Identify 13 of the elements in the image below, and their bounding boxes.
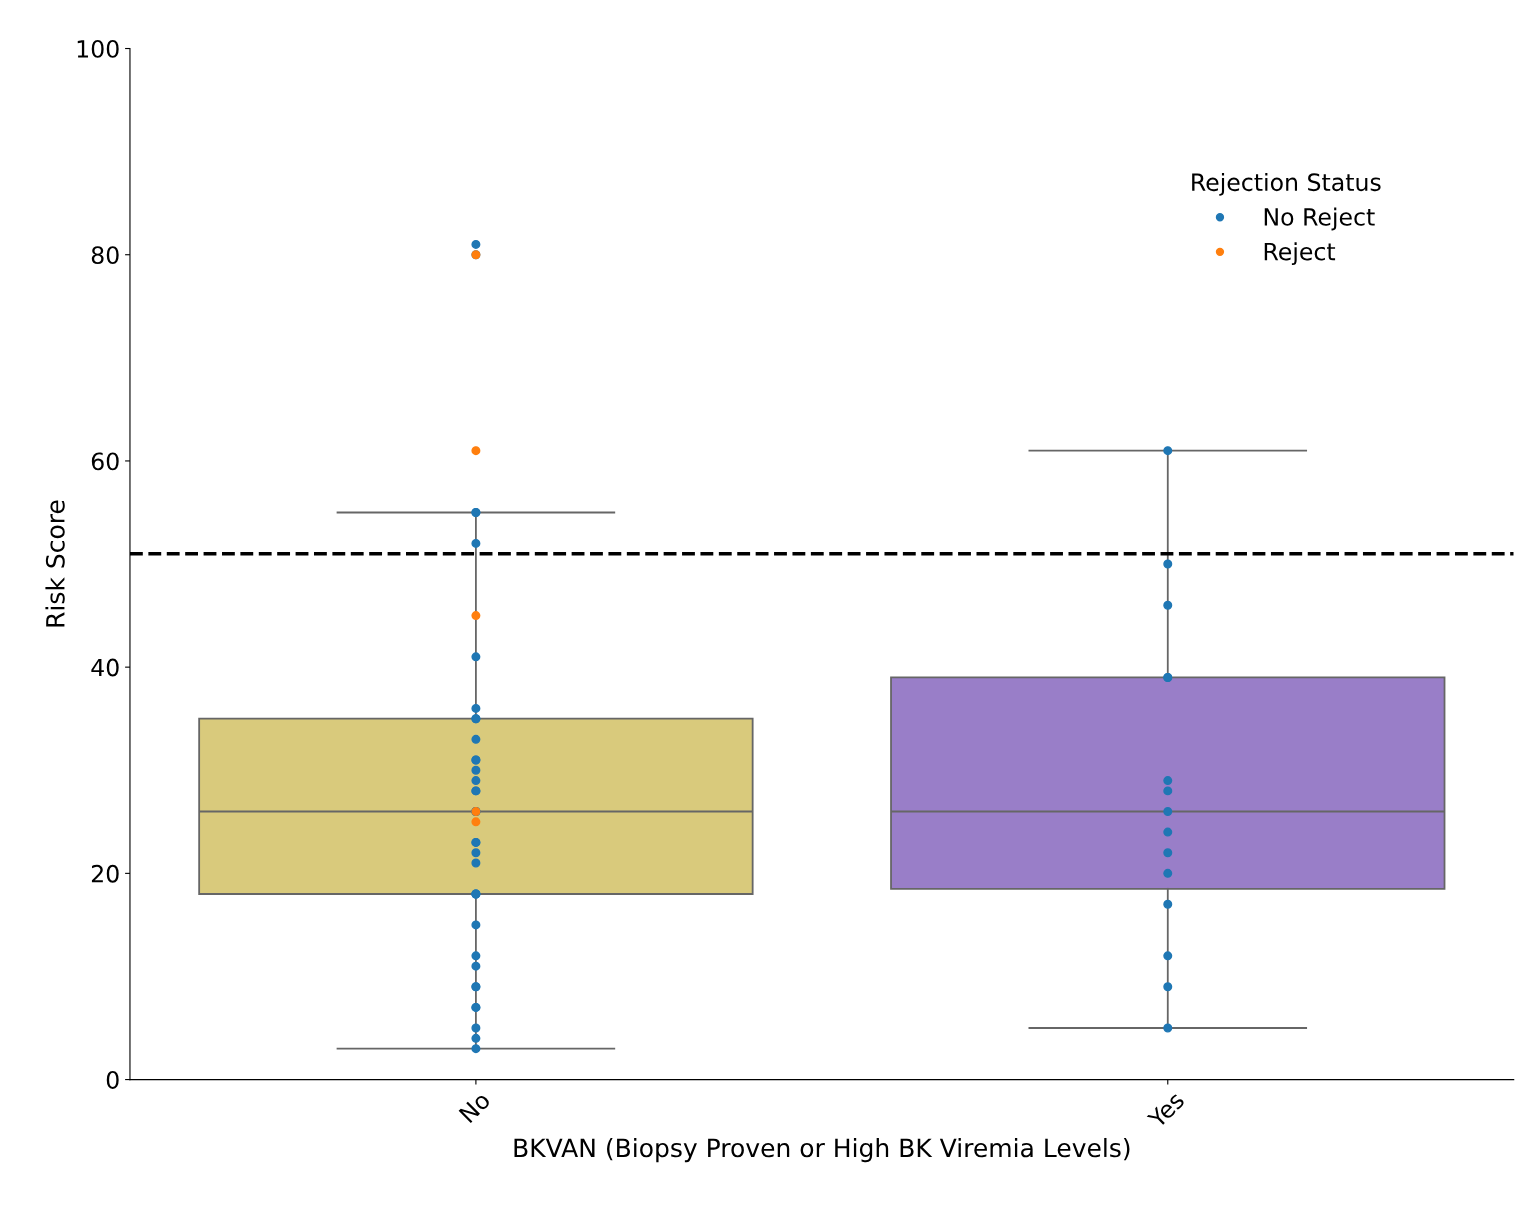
y-tick-label: 40 xyxy=(91,658,119,677)
y-tick-label: 60 xyxy=(91,452,119,471)
legend-title: Rejection Status xyxy=(1192,172,1381,196)
x-tick-label: Yes xyxy=(1146,1090,1186,1130)
y-tick-label: 20 xyxy=(91,864,119,883)
y-tick-label: 100 xyxy=(77,39,119,58)
x-tick-label: No xyxy=(458,1090,492,1124)
y-axis-title: Risk Score xyxy=(45,500,65,627)
legend-label: No Reject xyxy=(1264,207,1375,231)
y-tick-label: 0 xyxy=(106,1071,119,1089)
x-axis-title: BKVAN (Biopsy Proven or High BK Viremia Levels) xyxy=(514,1137,1130,1163)
y-tick-label: 80 xyxy=(91,246,119,265)
legend-label: Reject xyxy=(1264,242,1336,266)
